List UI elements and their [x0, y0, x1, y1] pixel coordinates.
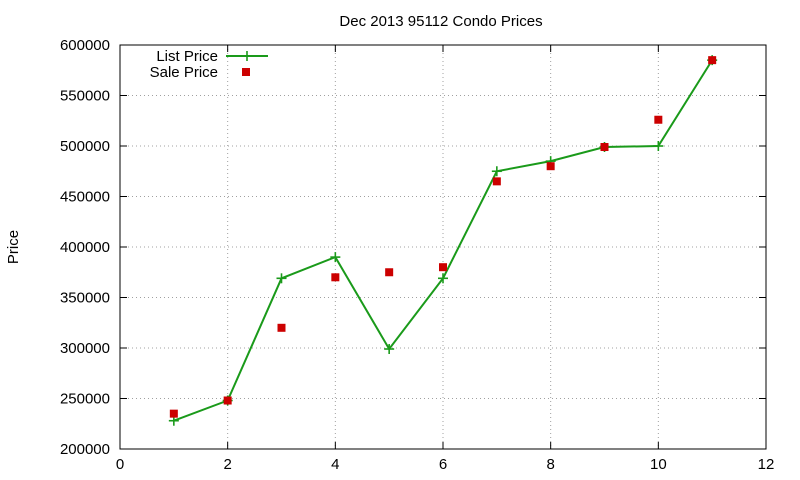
grid: [120, 45, 766, 449]
y-tick-label: 400000: [60, 239, 110, 256]
list-price-line: [173, 59, 714, 422]
sale-price-point: [169, 409, 178, 418]
legend-swatch-sale-price: [242, 68, 250, 76]
sale-price-point: [600, 143, 609, 152]
y-tick-label: 200000: [60, 441, 110, 458]
x-tick-label: 8: [546, 456, 554, 473]
y-tick-label: 550000: [60, 88, 110, 105]
sale-price-point: [546, 162, 555, 171]
sale-price-point: [708, 56, 717, 65]
legend-label-sale-price: Sale Price: [150, 64, 218, 81]
x-tick-label: 0: [116, 456, 124, 473]
y-tick-label: 350000: [60, 290, 110, 307]
legend-marker-list-price: [242, 51, 252, 61]
list-price-point: [438, 273, 448, 284]
legend-label-list-price: List Price: [156, 48, 218, 65]
x-tick-label: 6: [439, 456, 447, 473]
sale-price-point: [223, 396, 232, 405]
axis-ticks: [119, 44, 767, 450]
list-price-point: [330, 252, 341, 263]
x-tick-label: 4: [331, 456, 339, 473]
y-tick-label: 600000: [60, 37, 110, 54]
x-tick-label: 10: [650, 456, 667, 473]
tick-labels: 200000 250000 300000 350000 400000 450000 5000…: [60, 37, 774, 473]
sale-price-point: [277, 323, 286, 332]
sale-price-point: [654, 115, 663, 124]
x-tick-label: 2: [223, 456, 231, 473]
y-tick-label: 250000: [60, 391, 110, 408]
y-tick-label: 500000: [60, 138, 110, 155]
y-tick-label: 450000: [60, 189, 110, 206]
list-price-point: [653, 141, 664, 151]
y-tick-label: 300000: [60, 340, 110, 357]
sale-price-point: [492, 177, 501, 186]
y-axis-label: Price: [5, 230, 22, 264]
list-price-point: [276, 273, 287, 284]
sale-price-point: [439, 263, 447, 272]
list-price-point: [384, 344, 395, 355]
chart-title: Dec 2013 95112 Condo Prices: [339, 13, 542, 30]
series-layer: [168, 55, 718, 426]
sale-price-point: [385, 268, 394, 277]
plot-frame: [119, 44, 767, 450]
list-price-point: [491, 166, 502, 177]
x-tick-label: 12: [758, 456, 775, 473]
sale-price-point: [331, 273, 340, 282]
